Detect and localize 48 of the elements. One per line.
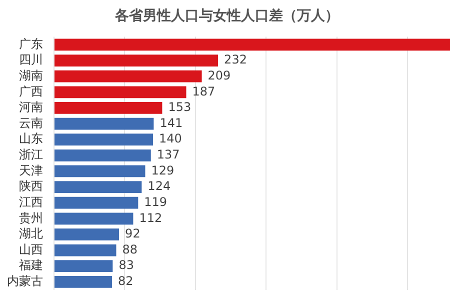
bar — [54, 134, 153, 146]
y-tick-label: 陕西 — [19, 179, 43, 194]
y-tick-label: 福建 — [19, 258, 43, 272]
bar — [54, 260, 113, 272]
data-label: 137 — [156, 148, 180, 162]
data-label: 141 — [160, 116, 183, 130]
data-label: 140 — [159, 132, 182, 146]
bar — [54, 70, 202, 82]
bar — [54, 196, 138, 209]
data-label: 124 — [148, 179, 171, 194]
bar — [54, 54, 218, 66]
data-label: 112 — [139, 210, 162, 225]
y-tick-label: 江西 — [19, 194, 43, 209]
bar — [54, 181, 142, 193]
data-label: 153 — [168, 100, 192, 114]
data-label: 187 — [192, 84, 216, 98]
data-label: 209 — [208, 68, 231, 82]
bar — [54, 212, 134, 225]
data-label: 119 — [144, 194, 168, 209]
y-tick-label: 广东 — [19, 36, 43, 51]
y-tick-label: 山西 — [19, 242, 43, 256]
bar — [54, 276, 112, 288]
y-tick-label: 山东 — [19, 132, 43, 146]
data-label: 92 — [125, 226, 140, 241]
bar — [54, 118, 154, 130]
y-tick-label: 浙江 — [19, 148, 43, 162]
y-tick-label: 天津 — [19, 163, 43, 178]
data-label: 82 — [118, 274, 134, 288]
data-label: 83 — [118, 258, 134, 272]
y-tick-label: 四川 — [19, 52, 43, 67]
y-tick-label: 云南 — [19, 116, 43, 130]
y-tick-label: 湖北 — [19, 226, 43, 241]
y-tick-label: 广西 — [19, 84, 43, 98]
y-tick-label: 贵州 — [19, 210, 43, 225]
data-label: 88 — [122, 242, 138, 256]
data-label: 129 — [151, 163, 174, 178]
bar — [54, 244, 116, 256]
bar — [54, 102, 162, 114]
y-tick-label: 内蒙古 — [7, 274, 43, 288]
bar — [54, 165, 146, 178]
chart-title: 各省男性人口与女性人口差（万人） — [114, 8, 339, 24]
y-tick-label: 河南 — [19, 100, 43, 114]
y-tick-label: 湖南 — [19, 68, 43, 82]
bar — [54, 149, 151, 162]
bar — [54, 228, 120, 240]
data-label: 232 — [224, 52, 247, 67]
bar — [54, 86, 186, 98]
bar — [54, 38, 450, 51]
